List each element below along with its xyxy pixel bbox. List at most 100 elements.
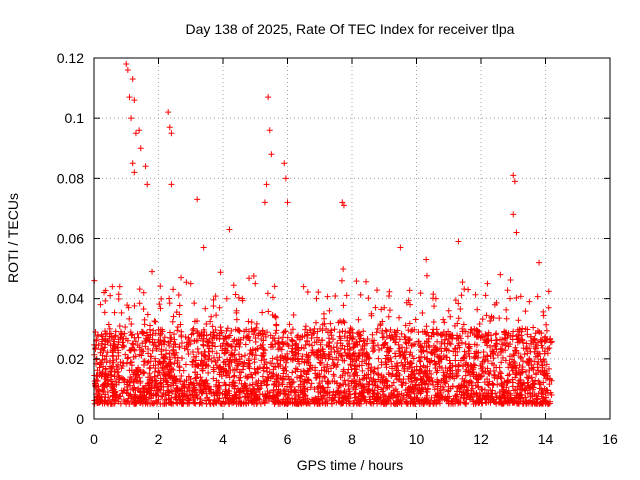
data-point	[117, 334, 124, 341]
data-point	[102, 394, 109, 401]
data-point	[154, 389, 161, 396]
data-point	[253, 320, 260, 327]
data-point	[446, 393, 453, 400]
data-point	[512, 347, 519, 354]
data-point	[402, 380, 409, 387]
data-point	[408, 342, 415, 349]
data-point	[191, 318, 198, 325]
data-point	[126, 315, 133, 322]
data-point	[537, 381, 544, 388]
data-point	[227, 366, 234, 373]
data-point	[343, 400, 350, 407]
data-point	[408, 375, 415, 382]
data-point	[507, 341, 514, 348]
data-point	[330, 371, 337, 378]
data-point	[230, 282, 237, 289]
data-point	[517, 370, 524, 377]
data-point	[546, 345, 553, 352]
data-point	[516, 338, 523, 345]
data-point	[212, 397, 219, 404]
data-point	[246, 365, 253, 372]
data-point	[139, 330, 146, 337]
data-point	[99, 338, 106, 345]
data-point	[394, 360, 401, 367]
data-point	[470, 400, 477, 407]
data-point	[345, 377, 352, 384]
data-point	[303, 379, 310, 386]
data-point	[176, 311, 183, 318]
data-point	[357, 291, 364, 298]
data-point	[423, 256, 430, 263]
data-point	[426, 344, 433, 351]
data-point	[346, 340, 353, 347]
data-point	[445, 400, 452, 407]
data-point	[468, 390, 475, 397]
data-point	[244, 333, 251, 340]
data-point	[243, 400, 250, 407]
data-point	[124, 67, 131, 74]
data-point	[524, 326, 531, 333]
data-point	[217, 343, 224, 350]
data-point	[187, 280, 194, 287]
data-point	[517, 293, 524, 300]
data-point	[166, 329, 173, 336]
data-point	[383, 352, 390, 359]
data-point	[475, 395, 482, 402]
data-point	[548, 377, 555, 384]
data-point	[455, 362, 462, 369]
data-point	[534, 395, 541, 402]
data-point	[510, 172, 517, 179]
data-point	[165, 396, 172, 403]
data-point	[371, 369, 378, 376]
data-point	[210, 329, 217, 336]
data-point	[169, 318, 176, 325]
data-point	[347, 325, 354, 332]
data-point	[158, 346, 165, 353]
data-point	[176, 302, 183, 309]
data-point	[455, 398, 462, 405]
data-point	[537, 400, 544, 407]
data-point	[212, 293, 219, 300]
data-point	[524, 374, 531, 381]
data-point	[279, 398, 286, 405]
data-point	[527, 333, 534, 340]
data-point	[257, 385, 264, 392]
data-point	[199, 400, 206, 407]
data-point	[519, 363, 526, 370]
data-point	[189, 349, 196, 356]
data-point	[324, 293, 331, 300]
data-point	[305, 353, 312, 360]
data-point	[113, 356, 120, 363]
data-point	[310, 350, 317, 357]
y-tick-label: 0	[76, 411, 84, 427]
data-point	[267, 332, 274, 339]
data-point	[511, 352, 518, 359]
data-point	[151, 368, 158, 375]
data-point	[136, 286, 143, 293]
data-point	[299, 389, 306, 396]
data-point	[374, 342, 381, 349]
data-point	[400, 392, 407, 399]
data-point	[274, 375, 281, 382]
data-point	[205, 338, 212, 345]
data-point	[226, 400, 233, 407]
data-point	[118, 331, 125, 338]
data-point	[396, 372, 403, 379]
data-point	[214, 357, 221, 364]
data-point	[517, 395, 524, 402]
data-point	[221, 379, 228, 386]
data-point	[129, 385, 136, 392]
data-point	[244, 375, 251, 382]
data-point	[479, 386, 486, 393]
data-point	[431, 398, 438, 405]
data-point	[378, 361, 385, 368]
data-point	[486, 378, 493, 385]
data-point	[381, 304, 388, 311]
data-point	[483, 312, 490, 319]
data-point	[192, 369, 199, 376]
data-point	[213, 350, 220, 357]
data-point	[229, 379, 236, 386]
data-point	[215, 365, 222, 372]
data-point	[356, 381, 363, 388]
data-point	[103, 353, 110, 360]
